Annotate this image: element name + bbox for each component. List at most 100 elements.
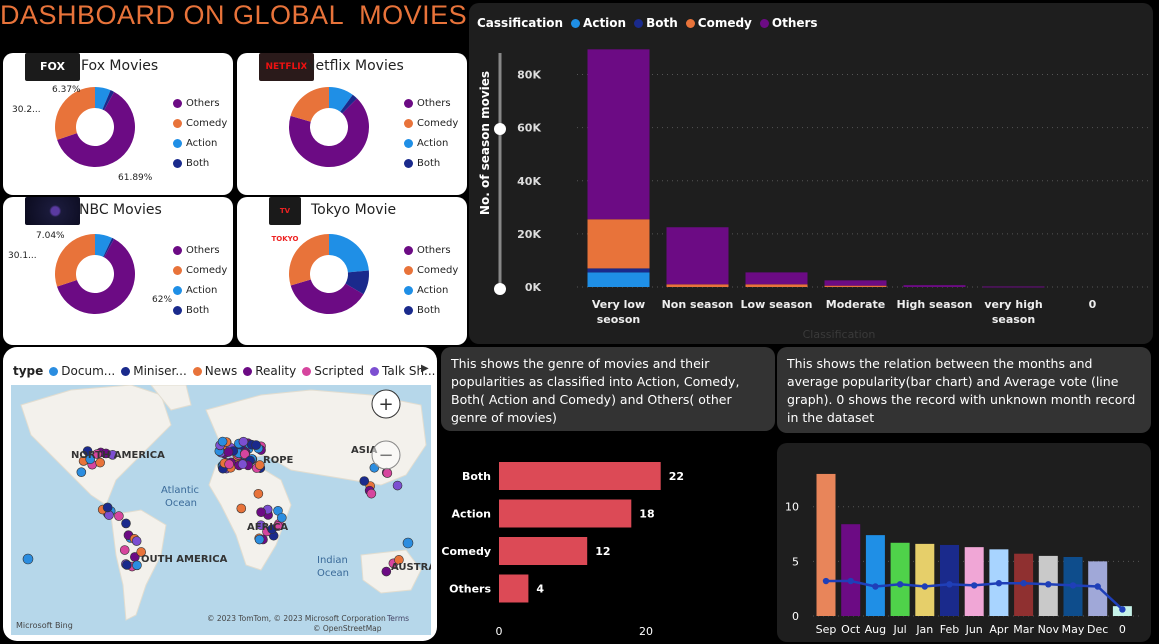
donut-slice-comedy xyxy=(55,234,95,287)
map-bubble xyxy=(82,446,93,456)
map-bubble xyxy=(253,488,264,499)
legend-label: Scripted xyxy=(314,364,365,378)
legend-item-others[interactable]: Others xyxy=(173,240,227,260)
nbc-movies-card[interactable]: NBC Movies 7.04% 30.1... 62% Others Comedy A… xyxy=(3,197,233,345)
legend-dot xyxy=(173,138,182,148)
legend-label: Action xyxy=(186,137,218,149)
map-legend-item[interactable]: Miniser... xyxy=(121,364,187,378)
donut-chart[interactable]: 10.11%20.5...67.17% xyxy=(237,53,467,195)
map-legend-item[interactable]: News xyxy=(192,364,237,378)
avg-vote-point xyxy=(896,581,904,588)
zoom-out-button xyxy=(371,440,401,470)
legend-dot xyxy=(49,366,59,376)
legend-label: Both xyxy=(186,157,210,169)
donut-chart[interactable]: 7.04% 30.1... 62% xyxy=(3,197,233,345)
legend-item-action[interactable]: Action xyxy=(173,280,227,300)
legend-label: Comedy xyxy=(417,264,459,276)
genre-popularity-bar-chart[interactable]: Both 22 Action 18 Comedy 12 Others 4 0 20 xyxy=(441,440,775,642)
donut-slice-others xyxy=(57,91,135,167)
world-map[interactable]: NORTH AMERICA ROPE ASIA Atlantic Ocean AFRICA… xyxy=(11,385,431,635)
map-panel[interactable]: type Docum... Miniser... News Reality Script… xyxy=(3,347,437,641)
map-legend-item[interactable]: Scripted xyxy=(302,364,364,378)
bar-segment-others xyxy=(903,285,966,287)
genre-value-label: 12 xyxy=(595,545,610,558)
legend-item: Action xyxy=(583,16,627,30)
legend-label: Action xyxy=(186,284,218,296)
legend-next-arrow-icon[interactable]: ▶ xyxy=(421,363,429,374)
map-bubble xyxy=(273,521,283,531)
land-mass xyxy=(208,464,292,571)
legend-item-action[interactable]: Action xyxy=(173,133,227,153)
map-legend-item[interactable]: Reality xyxy=(243,364,296,378)
donut-chart[interactable]: 6.37% 30.2... 61.89% xyxy=(3,53,233,195)
months-popularity-chart[interactable]: 0 5 10 Sep Oct Aug Jul Jan Feb Jun Apr Mar Nov May Dec… xyxy=(777,443,1151,642)
legend-dot xyxy=(404,118,413,128)
legend-label: Comedy xyxy=(186,264,228,276)
legend-item-action[interactable]: Action xyxy=(404,280,458,300)
legend-item-comedy[interactable]: Comedy xyxy=(404,113,458,133)
donut-slice-comedy xyxy=(289,234,329,286)
legend-label: Talk Sh... xyxy=(382,364,436,378)
legend-title: type xyxy=(13,364,44,378)
bar-segment-comedy xyxy=(666,284,729,287)
donut-slice-action xyxy=(329,234,369,273)
x-tick-label: season xyxy=(992,313,1035,326)
bar-segment-others xyxy=(587,49,650,220)
map-bubble xyxy=(240,449,250,459)
legend-item-others[interactable]: Others xyxy=(173,93,227,113)
season-chart-panel[interactable]: Cassification Action Both Comedy Others … xyxy=(469,3,1153,344)
netflix-movies-card[interactable]: NETFLIX Netflix Movies 10.11%20.5...67.1… xyxy=(237,53,467,195)
legend-dot xyxy=(404,265,413,275)
genre-bar xyxy=(499,537,588,565)
legend-dot xyxy=(173,285,182,295)
legend-item-both[interactable]: Both xyxy=(173,153,227,173)
genre-category-label: Comedy xyxy=(441,545,491,558)
map-bubble xyxy=(119,545,130,555)
y-tick-label: 0 xyxy=(792,610,799,623)
land-mass xyxy=(150,385,192,411)
map-bubble xyxy=(392,480,403,491)
legend-item-comedy[interactable]: Comedy xyxy=(404,260,458,280)
map-terms-link: Terms xyxy=(386,614,409,623)
legend-item-others[interactable]: Others xyxy=(404,93,458,113)
legend-item-comedy[interactable]: Comedy xyxy=(173,113,227,133)
month-bar xyxy=(940,544,959,616)
legend-item-action[interactable]: Action xyxy=(404,133,458,153)
legend-dot xyxy=(121,366,131,376)
map-bubble xyxy=(251,440,261,450)
tokyo-movie-card[interactable]: TV TOKYO Tokyo Movie 9.82%23.6...29.62%3… xyxy=(237,197,467,345)
legend-item-both[interactable]: Both xyxy=(404,300,458,320)
continent-label: AUSTRA xyxy=(391,562,431,573)
legend-label: Others xyxy=(417,244,451,256)
map-bubble xyxy=(256,507,266,518)
map-legend: type Docum... Miniser... News Reality Script… xyxy=(13,364,436,378)
nbc-logo xyxy=(25,197,80,225)
donut-chart[interactable]: 9.82%23.6...29.62%36.93% xyxy=(237,197,467,345)
y-tick-label: 40K xyxy=(517,175,541,188)
map-legend-item[interactable]: Docum... xyxy=(49,364,115,378)
month-tick-label: Mar xyxy=(1013,623,1034,636)
month-tick-label: Dec xyxy=(1087,623,1108,636)
legend-item-comedy[interactable]: Comedy xyxy=(173,260,227,280)
legend-label: Others xyxy=(186,97,220,109)
donut-data-label: 7.04% xyxy=(36,231,65,241)
map-legend-item[interactable]: Talk Sh... xyxy=(370,364,436,378)
card-title: NBC Movies xyxy=(79,202,162,218)
map-bubble xyxy=(394,555,404,565)
season-stacked-bar-chart[interactable]: 0K 20K 40K 60K 80K No. of season movies Very l… xyxy=(469,3,1153,344)
legend-item-others[interactable]: Others xyxy=(404,240,458,260)
continent-label: OUTH AMERICA xyxy=(141,554,228,565)
legend-item-both[interactable]: Both xyxy=(173,300,227,320)
legend-item-both[interactable]: Both xyxy=(404,153,458,173)
months-chart-panel[interactable]: 0 5 10 Sep Oct Aug Jul Jan Feb Jun Apr Mar Nov May Dec… xyxy=(777,443,1151,642)
map-bubble xyxy=(382,468,393,478)
bar-segment-comedy xyxy=(824,285,887,287)
month-tick-label: Jan xyxy=(915,623,933,636)
legend-dot xyxy=(404,245,413,255)
land-mass xyxy=(20,385,172,506)
both-dot xyxy=(634,18,644,28)
fox-movies-card[interactable]: FOX Fox Movies 6.37% 30.2... 61.89% Others… xyxy=(3,53,233,195)
map-bubble xyxy=(136,547,147,557)
month-tick-label: Jun xyxy=(965,623,983,636)
legend-dot xyxy=(404,285,413,295)
